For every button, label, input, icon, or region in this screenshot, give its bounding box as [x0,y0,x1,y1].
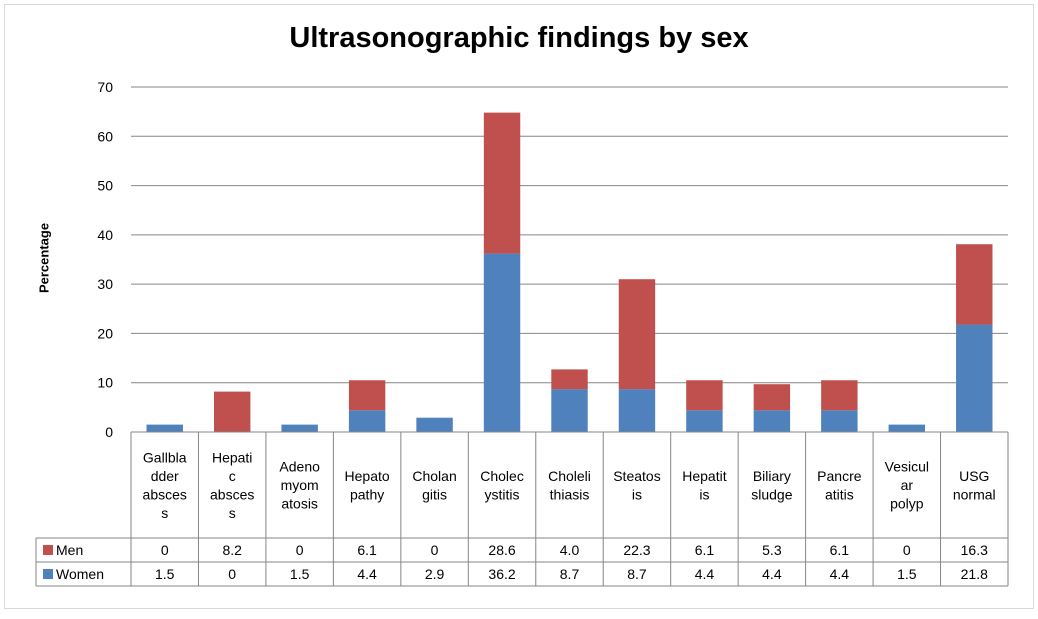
category-label: Gallbla dder absces s [143,449,187,521]
table-value-men: 8.2 [222,542,242,558]
category-label: Steatos is [613,468,660,503]
y-tick-label: 20 [97,325,113,341]
bar-women [416,417,453,432]
bar-men [821,380,858,411]
category-label: Hepato pathy [345,468,390,503]
bar-women [618,389,656,432]
table-value-women: 2.9 [425,566,445,582]
category-label: Choleli thiasis [548,468,591,503]
legend-swatch-men [43,545,53,555]
table-value-men: 6.1 [695,542,715,558]
category-label: USG normal [953,468,996,503]
bar-men [753,384,791,411]
table-value-women: 8.7 [560,566,580,582]
category-label: Pancre atitis [817,468,862,503]
bar-women [956,324,993,432]
table-value-men: 4.0 [560,542,580,558]
category-label: Cholec ystitis [480,468,524,503]
category-label: Adeno myom atosis [279,459,320,512]
table-value-men: 28.6 [488,542,515,558]
bar-women [146,424,183,432]
bar-men [686,380,723,411]
table-value-men: 5.3 [762,542,782,558]
category-label: Vesicul ar polyp [885,459,929,512]
category-label: Biliary sludge [751,468,792,503]
category-label: Hepatit is [682,468,726,503]
category-label: Hepati c absces s [210,449,254,521]
bar-women [483,253,521,432]
bar-men [213,391,251,432]
legend-swatch-women [43,569,53,579]
bar-women [348,410,386,432]
bar-women [281,424,318,432]
y-tick-label: 60 [97,128,113,144]
bar-women [551,389,588,432]
y-tick-label: 50 [97,178,113,194]
table-value-women: 1.5 [290,566,310,582]
legend-label-men: Men [56,542,83,558]
bar-men [551,369,588,390]
y-tick-label: 40 [97,227,113,243]
table-value-women: 1.5 [155,566,175,582]
y-tick-label: 10 [97,375,113,391]
table-value-men: 6.1 [830,542,850,558]
bar-men [956,244,993,325]
table-value-men: 0 [161,542,169,558]
bar-men [618,279,656,390]
bar-women [686,410,723,432]
table-value-women: 36.2 [488,566,515,582]
bar-women [888,424,926,432]
table-value-women: 21.8 [961,566,988,582]
bar-women [821,410,858,432]
y-tick-label: 30 [97,276,113,292]
y-tick-label: 70 [97,79,113,95]
bar-men [483,112,521,254]
chart-title: Ultrasonographic findings by sex [289,22,749,54]
table-value-men: 0 [903,542,911,558]
bar-men [348,380,386,411]
table-value-women: 4.4 [695,566,715,582]
table-value-women: 4.4 [357,566,377,582]
table-value-women: 4.4 [830,566,850,582]
y-tick-label: 0 [105,424,113,440]
bar-women [753,410,791,432]
table-value-men: 0 [296,542,304,558]
category-label: Cholan gitis [412,468,456,503]
table-value-men: 16.3 [961,542,988,558]
table-value-men: 0 [431,542,439,558]
table-value-women: 8.7 [627,566,647,582]
table-value-women: 0 [228,566,236,582]
table-value-women: 1.5 [897,566,917,582]
table-value-women: 4.4 [762,566,782,582]
legend-label-women: Women [56,566,104,582]
table-value-men: 22.3 [623,542,650,558]
table-value-men: 6.1 [357,542,377,558]
